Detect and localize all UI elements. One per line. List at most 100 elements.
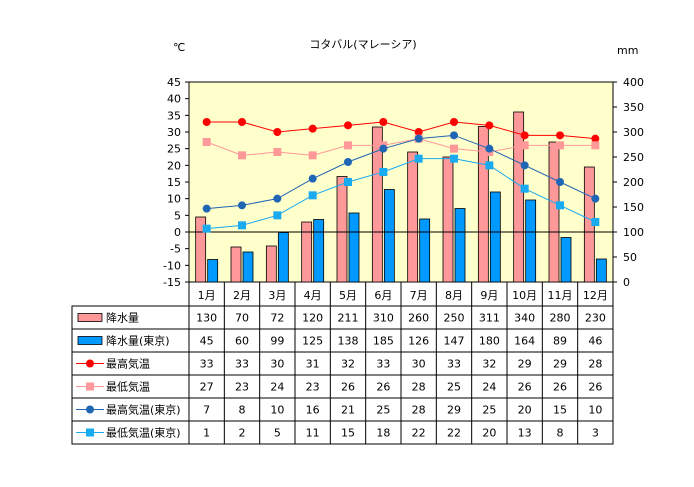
point-最低気温 <box>556 141 564 150</box>
right-tick-label: 350 <box>623 101 644 114</box>
data-value: 22 <box>412 427 426 440</box>
right-tick-label: 0 <box>623 276 630 289</box>
data-value: 21 <box>341 404 355 417</box>
data-value: 164 <box>514 335 535 348</box>
data-value: 72 <box>270 312 284 325</box>
data-value: 33 <box>447 358 461 371</box>
data-value: 24 <box>482 381 496 394</box>
point-最低気温-東京- <box>273 211 282 220</box>
point-最低気温-東京- <box>238 221 246 230</box>
data-value: 5 <box>274 427 281 440</box>
data-value: 280 <box>550 312 571 325</box>
data-value: 125 <box>302 335 323 348</box>
legend-label-最低気温: 最低気温 <box>106 380 150 394</box>
data-value: 23 <box>235 381 249 394</box>
data-value: 26 <box>518 381 532 394</box>
left-tick-label: 5 <box>174 209 181 222</box>
data-value: 23 <box>306 381 320 394</box>
point-最高気温 <box>379 118 388 126</box>
data-value: 33 <box>235 358 249 371</box>
category-label: 8月 <box>445 289 463 302</box>
bar-降水量 <box>230 246 242 283</box>
bar-降水量-東京- <box>525 199 537 283</box>
point-最低気温 <box>308 151 317 160</box>
data-value: 29 <box>518 358 532 371</box>
left-tick-label: 0 <box>174 226 181 239</box>
data-value: 138 <box>338 335 359 348</box>
legend-marker-最低気温 <box>86 382 94 391</box>
point-最高気温 <box>485 121 494 130</box>
right-tick-label: 250 <box>623 151 644 164</box>
data-value: 11 <box>306 427 320 440</box>
bar-降水量-東京- <box>277 232 289 283</box>
data-value: 26 <box>376 381 390 394</box>
legend-label-最高気温-東京-: 最高気温(東京) <box>106 403 181 417</box>
point-最高気温-東京- <box>379 144 388 153</box>
data-value: 99 <box>270 335 284 348</box>
data-value: 32 <box>341 358 355 371</box>
line-最高気温 <box>206 121 596 140</box>
data-value: 250 <box>444 312 465 325</box>
data-value: 29 <box>447 404 461 417</box>
point-最低気温-東京- <box>379 168 388 176</box>
legend-marker-最低気温-東京- <box>86 428 94 437</box>
category-label: 4月 <box>304 289 322 302</box>
data-value: 28 <box>588 358 602 371</box>
right-tick-label: 300 <box>623 126 644 139</box>
right-tick-label: 50 <box>623 251 637 264</box>
left-tick-label: 40 <box>167 93 181 106</box>
data-value: 185 <box>373 335 394 348</box>
bar-降水量-東京- <box>454 208 466 283</box>
data-value: 33 <box>376 358 390 371</box>
line-最低気温-東京- <box>206 158 596 230</box>
point-最高気温-東京- <box>450 131 458 140</box>
data-value: 120 <box>302 312 323 325</box>
legend-label-最低気温-東京-: 最低気温(東京) <box>106 426 181 440</box>
point-最高気温 <box>520 131 529 140</box>
data-value: 28 <box>412 404 426 417</box>
bar-降水量 <box>301 221 313 283</box>
left-tick-label: 30 <box>167 126 181 139</box>
bar-降水量-東京- <box>595 258 607 283</box>
data-value: 230 <box>585 312 606 325</box>
point-最高気温-東京- <box>591 194 600 203</box>
point-最高気温 <box>450 118 458 126</box>
data-value: 28 <box>412 381 426 394</box>
point-最高気温 <box>591 134 600 143</box>
data-value: 311 <box>479 312 500 325</box>
data-value: 13 <box>518 427 532 440</box>
bar-降水量-東京- <box>560 237 572 283</box>
data-value: 60 <box>235 335 249 348</box>
line-最低気温 <box>206 138 596 156</box>
category-label: 1月 <box>198 289 216 302</box>
data-value: 25 <box>376 404 390 417</box>
data-value: 25 <box>447 381 461 394</box>
point-最高気温-東京- <box>238 201 246 210</box>
category-label: 11月 <box>548 289 573 302</box>
left-tick-label: 25 <box>167 143 181 156</box>
legend-marker-最高気温-東京- <box>86 405 94 414</box>
data-value: 310 <box>373 312 394 325</box>
point-最高気温 <box>556 131 564 140</box>
data-value: 8 <box>239 404 246 417</box>
left-axis-ticks: 45 40 35 30 25 20 15 10 5 0 -5 -10 -15 <box>163 76 189 289</box>
point-最低気温-東京- <box>485 161 494 170</box>
data-value: 1 <box>203 427 210 440</box>
right-tick-label: 150 <box>623 201 644 214</box>
left-tick-label: 45 <box>167 76 181 89</box>
left-tick-label: -5 <box>170 243 181 256</box>
legend-label-最高気温: 最高気温 <box>106 357 150 371</box>
bar-降水量-東京- <box>419 218 431 283</box>
bar-降水量-東京- <box>348 212 360 283</box>
bar-降水量-東京- <box>313 219 325 283</box>
left-tick-label: -10 <box>163 259 181 272</box>
data-value: 15 <box>341 427 355 440</box>
data-value: 10 <box>588 404 602 417</box>
data-value: 22 <box>447 427 461 440</box>
right-tick-label: 200 <box>623 176 644 189</box>
point-最低気温 <box>344 141 352 150</box>
bar-降水量-東京- <box>242 251 254 283</box>
point-最低気温 <box>202 138 211 146</box>
data-value: 27 <box>200 381 214 394</box>
